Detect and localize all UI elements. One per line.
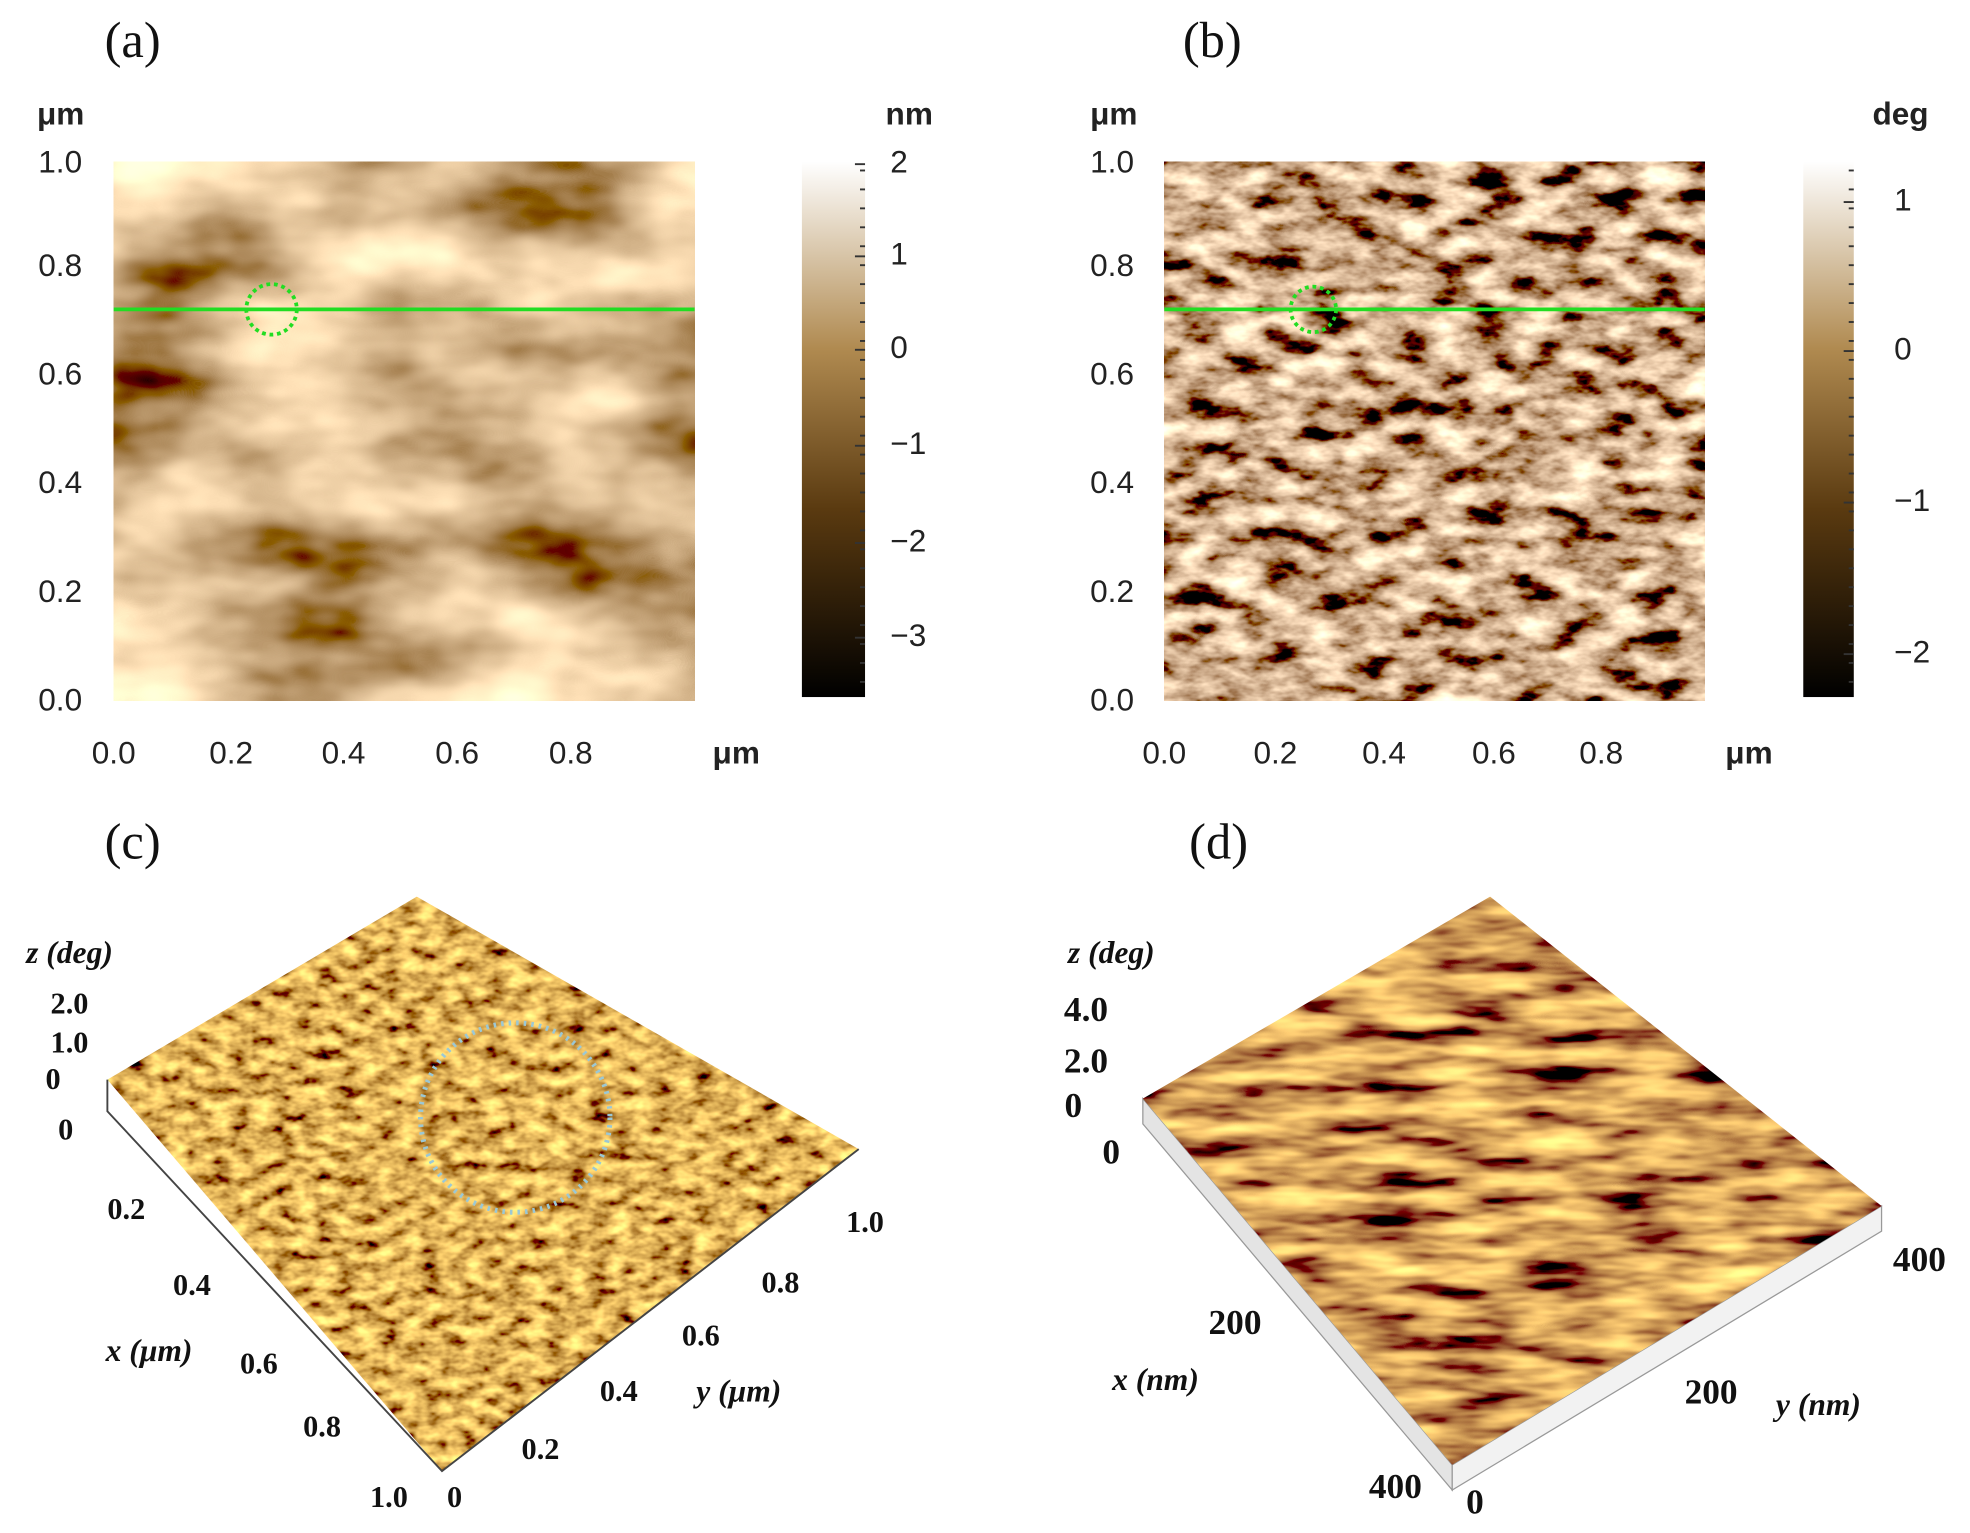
axis-text: 400: [1893, 1239, 1946, 1279]
axis-text: 0: [447, 1480, 462, 1514]
axis-text: deg: [1872, 96, 1928, 132]
axis-text: 0.0: [92, 734, 136, 770]
axis-text: −1: [890, 425, 926, 461]
axis-text: μm: [37, 96, 84, 132]
axis-text: 0.6: [435, 734, 479, 770]
panel-label: (c): [105, 814, 161, 870]
axis-text: 0.4: [38, 464, 82, 500]
axis-text: 2.0: [1064, 1041, 1108, 1081]
afm-phase-image: [1164, 161, 1705, 701]
axis-text: 0.8: [303, 1409, 341, 1443]
axis-text: 200: [1209, 1302, 1262, 1342]
axis-text: 1.0: [846, 1205, 884, 1239]
axis-text: 1.0: [370, 1480, 408, 1514]
axis-text: 0: [890, 329, 908, 365]
axis-text: μm: [713, 734, 760, 770]
axis-text: 0.0: [1090, 681, 1134, 717]
axis-text: 0.6: [240, 1346, 278, 1380]
axis-text: 0.8: [1579, 734, 1623, 770]
axis-frame: [106, 1079, 860, 1473]
axis-text: μm: [1725, 734, 1772, 770]
axis-text: 0.0: [38, 681, 82, 717]
axis-text: μm: [1090, 96, 1137, 132]
colorbar: [1803, 161, 1854, 698]
axis-text: z (deg): [1067, 935, 1155, 970]
panel-label: (a): [105, 12, 161, 68]
axis-text: 0.4: [322, 734, 366, 770]
axis-text: 0.4: [173, 1268, 211, 1302]
axis-text: 0.8: [761, 1265, 799, 1299]
axis-text: 0.2: [1254, 734, 1298, 770]
axis-text: 0.2: [522, 1432, 560, 1466]
marker-circle: [1288, 284, 1338, 335]
axis-text: 0: [45, 1062, 60, 1096]
axis-text: 0.4: [600, 1374, 638, 1408]
axis-text: 0: [58, 1113, 73, 1147]
axis-text: 0.2: [1090, 573, 1134, 609]
axis-text: 0.4: [1090, 464, 1134, 500]
axis-text: 0.6: [682, 1318, 720, 1352]
axis-text: −2: [890, 522, 926, 558]
axis-text: 2.0: [51, 986, 89, 1020]
axis-text: 0: [1894, 330, 1912, 366]
axis-text: 2: [890, 144, 908, 180]
axis-text: 0.6: [1090, 356, 1134, 392]
axis-text: nm: [886, 96, 933, 132]
marker-circle: [244, 282, 299, 337]
axis-text: 1.0: [51, 1026, 89, 1060]
axis-text: 0.4: [1362, 734, 1406, 770]
axis-text: 0.8: [549, 734, 593, 770]
axis-text: 1.0: [1090, 144, 1134, 180]
axis-text: 0: [1466, 1481, 1484, 1521]
axis-text: x (nm): [1111, 1362, 1199, 1397]
axis-text: 0.8: [1090, 247, 1134, 283]
axis-text: 0.6: [38, 356, 82, 392]
axis-text: y (μm): [692, 1373, 781, 1408]
axis-text: 0: [1102, 1132, 1120, 1172]
axis-text: y (nm): [1772, 1387, 1861, 1422]
axis-text: 1: [1894, 181, 1912, 217]
afm-height-image: [113, 161, 695, 701]
axis-text: −3: [890, 617, 926, 653]
colorbar: [801, 161, 866, 698]
axis-text: 0.8: [38, 247, 82, 283]
axis-text: 1: [890, 236, 908, 272]
panel-label: (d): [1189, 814, 1248, 870]
axis-text: x (μm): [105, 1333, 193, 1368]
axis-text: 0.6: [1472, 734, 1516, 770]
axis-text: 400: [1369, 1466, 1422, 1506]
axis-text: −1: [1894, 482, 1930, 518]
axis-text: 0.0: [1142, 734, 1186, 770]
axis-text: 0.2: [38, 573, 82, 609]
axis-text: z (deg): [25, 935, 113, 970]
panel-label: (b): [1183, 12, 1242, 68]
axis-text: 200: [1685, 1371, 1738, 1411]
axis-text: 1.0: [38, 144, 82, 180]
axis-text: −2: [1894, 633, 1930, 669]
marker-circle: [418, 1020, 613, 1215]
axis-text: 4.0: [1064, 989, 1108, 1029]
axis-text: 0.2: [209, 734, 253, 770]
axis-text: 0.2: [107, 1192, 145, 1226]
axis-text: 0: [1065, 1085, 1083, 1125]
